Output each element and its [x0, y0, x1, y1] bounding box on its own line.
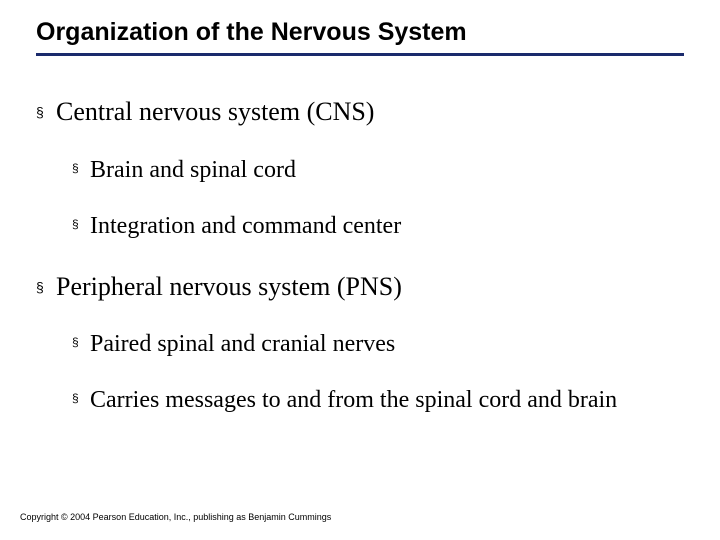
bullet-list: § Central nervous system (CNS) § Brain a…	[36, 96, 684, 415]
list-item: § Paired spinal and cranial nerves	[72, 329, 684, 359]
list-item: § Carries messages to and from the spina…	[72, 385, 684, 415]
title-underline	[36, 53, 684, 56]
bullet-glyph: §	[72, 211, 90, 231]
bullet-label: Peripheral nervous system (PNS)	[56, 271, 402, 304]
bullet-glyph: §	[72, 155, 90, 175]
sub-bullet-list: § Brain and spinal cord § Integration an…	[36, 155, 684, 241]
list-item: § Integration and command center	[72, 211, 684, 241]
bullet-glyph: §	[72, 329, 90, 349]
bullet-glyph: §	[36, 96, 56, 121]
slide: Organization of the Nervous System § Cen…	[0, 0, 720, 540]
list-item: § Brain and spinal cord	[72, 155, 684, 185]
bullet-label: Integration and command center	[90, 211, 401, 241]
bullet-label: Carries messages to and from the spinal …	[90, 385, 617, 415]
copyright-text: Copyright © 2004 Pearson Education, Inc.…	[20, 512, 331, 522]
slide-title: Organization of the Nervous System	[36, 18, 684, 47]
bullet-glyph: §	[36, 271, 56, 296]
list-item: § Peripheral nervous system (PNS) § Pair…	[36, 271, 684, 416]
sub-bullet-list: § Paired spinal and cranial nerves § Car…	[36, 329, 684, 415]
bullet-glyph: §	[72, 385, 90, 405]
bullet-label: Central nervous system (CNS)	[56, 96, 374, 129]
bullet-label: Paired spinal and cranial nerves	[90, 329, 395, 359]
bullet-label: Brain and spinal cord	[90, 155, 296, 185]
list-item: § Central nervous system (CNS) § Brain a…	[36, 96, 684, 241]
